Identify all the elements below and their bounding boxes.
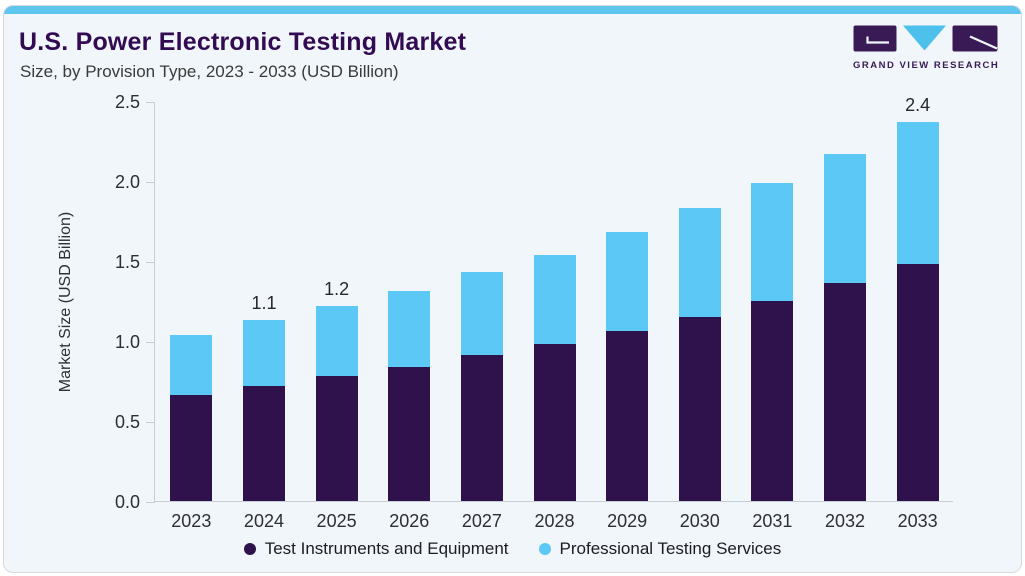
bar-segment-services-2033: [896, 121, 939, 265]
accent-strip: [4, 6, 1021, 14]
legend-item-services: Professional Testing Services: [538, 539, 782, 559]
brand-name: GRAND VIEW RESEARCH: [853, 60, 1000, 71]
y-tick-0.5: [146, 421, 155, 423]
bar-segment-instruments-2029: [606, 331, 649, 501]
bar-segment-instruments-2025: [315, 376, 358, 501]
y-tick-1.0: [146, 341, 155, 343]
y-tick-label-2.5: 2.5: [114, 92, 140, 112]
chart-card: U.S. Power Electronic Testing Market Siz…: [3, 5, 1022, 573]
bar-segment-instruments-2033: [896, 264, 939, 501]
bar-total-label-2033: 2.4: [905, 94, 931, 115]
x-tick-label-2023: 2023: [171, 511, 212, 531]
bar-segment-instruments-2031: [751, 301, 794, 501]
y-tick-label-1.0: 1.0: [114, 332, 140, 352]
bar-total-label-2024: 1.1: [251, 293, 277, 314]
y-tick-label-2.0: 2.0: [114, 172, 140, 192]
x-tick-label-2025: 2025: [316, 511, 357, 531]
x-tick-label-2031: 2031: [752, 511, 793, 531]
y-tick-label-1.5: 1.5: [114, 252, 140, 272]
legend-label-instruments: Test Instruments and Equipment: [264, 539, 509, 558]
x-tick-label-2030: 2030: [679, 511, 720, 531]
x-tick-label-2028: 2028: [534, 511, 575, 531]
x-tick-label-2024: 2024: [243, 511, 284, 531]
gvr-logo-icon: [853, 25, 998, 52]
bar-segment-services-2031: [751, 182, 794, 301]
y-tick-label-0.0: 0.0: [114, 492, 140, 512]
y-axis-title: Market Size (USD Billion): [57, 211, 74, 393]
x-tick-label-2026: 2026: [389, 511, 430, 531]
bar-segment-instruments-2030: [678, 317, 721, 501]
bar-segment-instruments-2028: [533, 344, 576, 501]
bar-segment-instruments-2027: [460, 355, 503, 501]
bar-segment-services-2029: [606, 232, 649, 332]
bar-segment-instruments-2026: [388, 366, 431, 501]
legend-label-services: Professional Testing Services: [559, 539, 782, 558]
bar-total-label-2025: 1.2: [324, 278, 350, 299]
page-subtitle: Size, by Provision Type, 2023 - 2033 (US…: [20, 62, 399, 81]
y-tick-2.0: [146, 181, 155, 183]
legend-item-instruments: Test Instruments and Equipment: [243, 539, 509, 559]
bar-segment-instruments-2023: [170, 395, 213, 501]
bar-segment-services-2032: [824, 153, 867, 284]
x-tick-label-2033: 2033: [897, 511, 938, 531]
page-title: U.S. Power Electronic Testing Market: [19, 28, 467, 56]
y-tick-2.5: [146, 101, 155, 103]
plot-area: 0.0 0.5 1.0 1.5 2.0 2.5 2023 1.1 2024 1.2 2025 2026…: [115, 93, 953, 531]
chart-legend: Test Instruments and Equipment Professio…: [4, 539, 1021, 559]
instruments-series-dot-icon: [243, 543, 256, 555]
services-series-dot-icon: [538, 543, 551, 555]
bar-segment-services-2025: [315, 305, 358, 377]
bar-segment-services-2027: [460, 272, 503, 356]
x-tick-label-2029: 2029: [607, 511, 648, 531]
bar-segment-services-2026: [388, 291, 431, 367]
y-tick-1.5: [146, 261, 155, 263]
bar-segment-instruments-2032: [824, 283, 867, 501]
bar-segment-services-2024: [242, 320, 285, 386]
bar-segment-services-2028: [533, 254, 576, 345]
bar-segment-services-2030: [678, 208, 721, 317]
x-tick-label-2027: 2027: [461, 511, 502, 531]
y-tick-0.0: [146, 501, 155, 503]
x-tick-label-2032: 2032: [825, 511, 866, 531]
y-tick-label-0.5: 0.5: [114, 412, 140, 432]
bar-segment-instruments-2024: [242, 385, 285, 501]
brand-logo: GRAND VIEW RESEARCH: [853, 25, 999, 71]
bar-segment-services-2023: [170, 334, 213, 396]
